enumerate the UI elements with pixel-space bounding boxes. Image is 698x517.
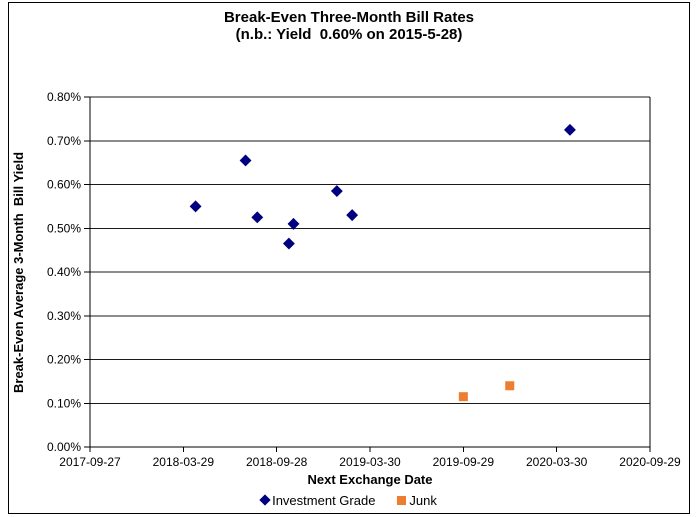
y-tick-label: 0.60% <box>47 178 81 192</box>
data-point-investment-grade <box>330 185 343 198</box>
legend-item-junk: Junk <box>397 492 437 508</box>
y-tick-label: 0.20% <box>47 353 81 367</box>
data-point-junk <box>505 381 515 391</box>
x-tick-label: 2018-09-28 <box>246 455 308 469</box>
data-point-investment-grade <box>282 237 295 250</box>
x-tick-label: 2020-09-29 <box>619 455 681 469</box>
x-axis-title: Next Exchange Date <box>307 472 433 487</box>
x-tick-label: 2017-09-27 <box>59 455 121 469</box>
data-point-investment-grade <box>239 154 252 167</box>
y-tick-label: 0.50% <box>47 221 81 235</box>
data-point-investment-grade <box>346 209 359 222</box>
square-marker-icon <box>397 495 407 505</box>
y-tick-label: 0.00% <box>47 440 81 454</box>
x-tick-label: 2020-03-30 <box>526 455 588 469</box>
legend-label-junk: Junk <box>409 492 437 508</box>
legend: Investment Grade Junk <box>0 492 698 508</box>
chart-subtitle: (n.b.: Yield 0.60% on 2015-5-28) <box>235 26 463 43</box>
legend-label-investment-grade: Investment Grade <box>272 492 376 508</box>
diamond-marker-icon <box>259 494 271 506</box>
y-tick-label: 0.70% <box>47 134 81 148</box>
legend-item-investment-grade: Investment Grade <box>259 492 376 508</box>
y-tick-label: 0.30% <box>47 309 81 323</box>
y-tick-label: 0.10% <box>47 396 81 410</box>
y-tick-label: 0.80% <box>47 90 81 104</box>
y-tick-label: 0.40% <box>47 265 81 279</box>
x-tick-label: 2019-03-30 <box>339 455 401 469</box>
data-point-investment-grade <box>563 123 576 136</box>
data-point-investment-grade <box>251 211 264 224</box>
x-tick-label: 2019-09-29 <box>433 455 495 469</box>
chart-title: Break-Even Three-Month Bill Rates <box>223 9 475 26</box>
y-axis-title: Break-Even Average 3-Month Bill Yield <box>11 151 26 393</box>
data-point-investment-grade <box>189 200 202 213</box>
data-point-junk <box>458 392 468 402</box>
chart-border <box>8 2 690 514</box>
x-tick-label: 2018-03-29 <box>153 455 215 469</box>
